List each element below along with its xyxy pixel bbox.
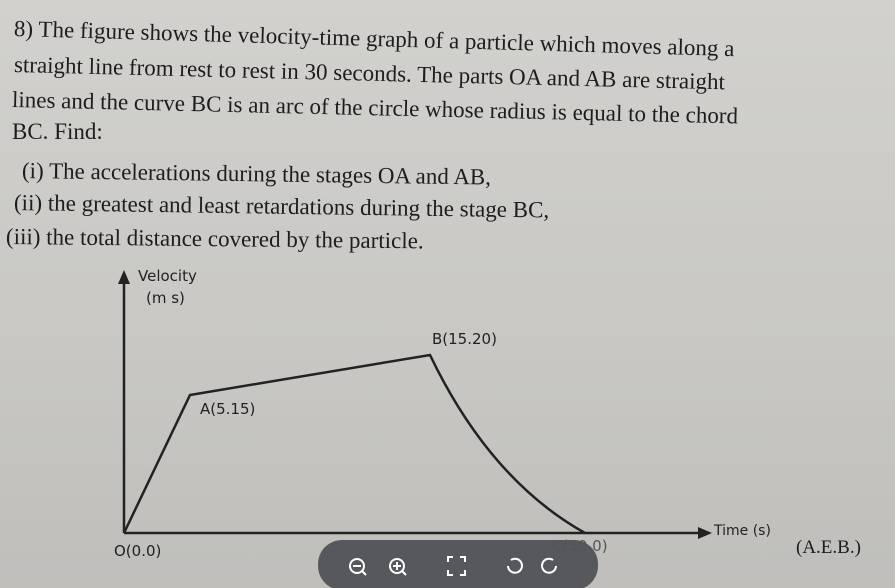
point-label: A(5.15)	[200, 400, 256, 418]
problem-line: BC. Find:	[12, 119, 103, 144]
fullscreen-button[interactable]	[447, 556, 466, 576]
velocity-curve	[122, 353, 586, 535]
x-arrow	[698, 527, 712, 539]
point-label: B(15.20)	[432, 330, 497, 348]
zoom-in-button[interactable]	[389, 558, 407, 576]
y-arrow	[118, 270, 130, 284]
rotate-left-button[interactable]	[507, 557, 523, 574]
y-axis-label: Velocity	[138, 267, 197, 285]
toolbar-bg	[318, 540, 598, 588]
zoom-out-button[interactable]	[349, 558, 367, 576]
source: (A.E.B.)	[796, 537, 861, 558]
point-label: C(30.0)	[552, 537, 608, 555]
point-label: O(0.0)	[114, 542, 162, 560]
rotate-right-button[interactable]	[541, 557, 557, 574]
axes	[122, 280, 700, 535]
toolbar	[318, 540, 598, 588]
y-axis-unit: (m s)	[146, 289, 185, 307]
x-axis-label: Time (s)	[714, 523, 771, 539]
